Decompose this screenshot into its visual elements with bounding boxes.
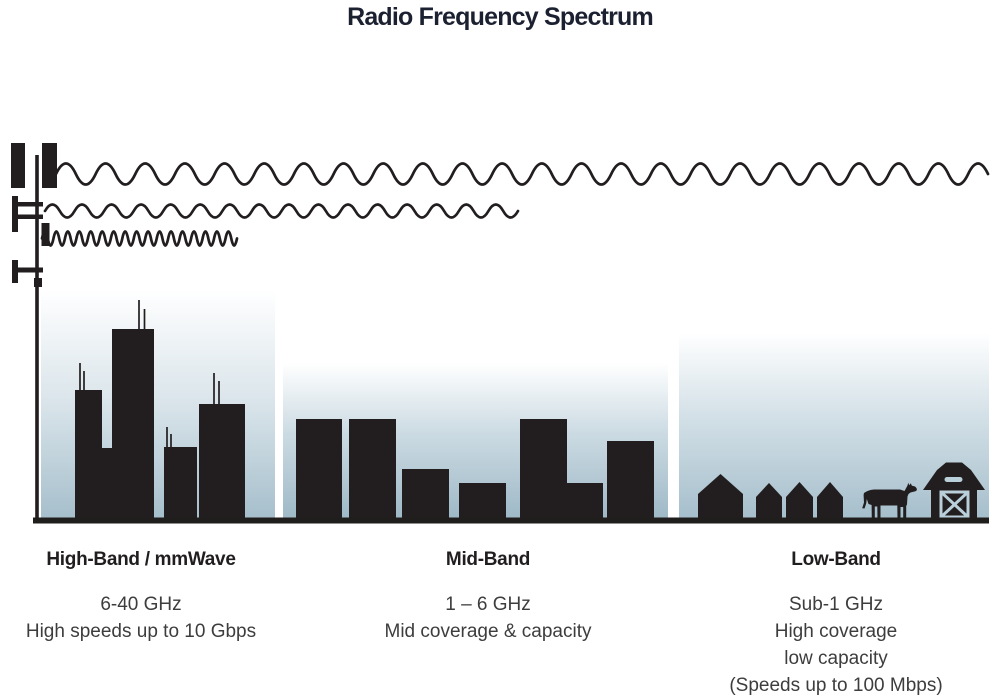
band-label-high-band: High-Band / mmWave 6-40 GHz High speeds … [11,549,271,645]
band-detail-line: 1 – 6 GHz [445,594,531,615]
barn-crossbuck-door [939,490,970,519]
band-detail-line: Sub-1 GHz [789,594,883,615]
house-icon [756,483,782,518]
band-detail-line: 6-40 GHz [100,594,182,615]
short-wavelength-wave [40,230,239,247]
city-skyline-icon [75,300,245,518]
band-label-low-band: Low-Band Sub-1 GHz High coverage low cap… [686,549,986,699]
farm-scene-icon [698,462,985,520]
band-label-mid-band: Mid-Band 1 – 6 GHz Mid coverage & capaci… [358,549,618,645]
barn-icon [923,462,985,519]
band-detail-line: low capacity [784,648,888,669]
house-icon [817,482,843,518]
barn-hayloft-vent [944,477,963,482]
rooftop-antennas [79,300,220,448]
radio-waves [40,162,990,247]
ground-line [33,517,989,524]
band-detail-line: Mid coverage & capacity [384,621,592,642]
band-heading: Mid-Band [445,549,531,570]
cell-tower-icon [11,143,57,518]
long-wavelength-wave [54,162,990,186]
cow-icon [862,482,917,520]
band-heading: Low-Band [791,549,881,570]
page-title: Radio Frequency Spectrum [347,3,654,31]
medium-wavelength-wave [43,203,520,219]
house-icon [786,482,813,518]
band-heading: High-Band / mmWave [46,549,236,570]
band-detail-line: High coverage [774,621,898,642]
midrise-skyline-icon [296,419,654,518]
band-detail-line: High speeds up to 10 Gbps [25,621,257,642]
house-icon [698,474,743,518]
band-detail-line: (Speeds up to 100 Mbps) [729,675,943,696]
